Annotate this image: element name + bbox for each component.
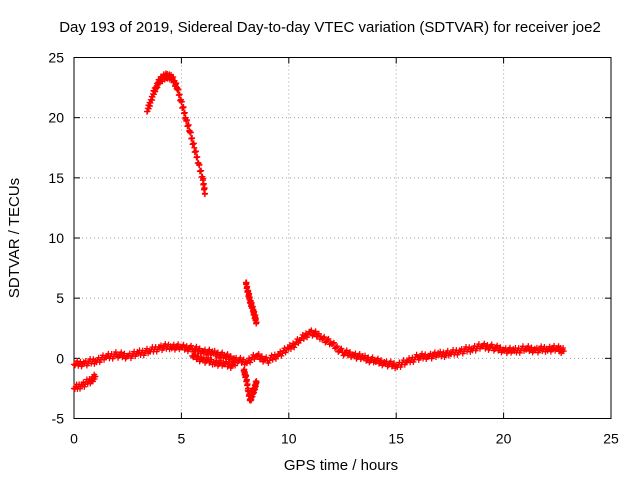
x-tick-label: 15 [388,431,404,447]
data-point-fill [297,337,304,344]
data-point-fill [170,74,177,81]
data-point-fill [219,349,226,356]
data-point-fill [334,343,341,350]
data-point-fill [387,358,394,365]
data-point-fill [321,333,328,340]
data-point-fill [231,359,238,366]
data-point-fill [218,357,225,364]
data-point-fill [178,98,185,105]
data-point-fill [192,351,199,358]
x-tick-label: 25 [603,431,619,447]
data-point-fill [255,351,262,358]
data-point-fill [481,340,488,347]
data-point-fill [333,344,340,351]
chart-title: Day 193 of 2019, Sidereal Day-to-day VTE… [59,19,601,36]
axis-ticks: 0 5 10 15 20 25 -5 0 5 10 15 20 25 [48,50,619,447]
data-point-fill [211,347,218,354]
data-point-fill [320,335,327,342]
data-point-fill [304,334,311,341]
data-point [92,373,99,380]
y-tick-label: 5 [56,290,64,306]
data-point-fill [343,347,350,354]
data-point-fill [528,344,535,351]
y-axis-label: SDTVAR / TECUs [6,178,23,298]
data-point [232,362,239,369]
data-point-fill [175,86,182,93]
y-tick-label: 25 [48,50,64,66]
data-point-fill [205,354,212,361]
plot-frame [73,57,612,419]
data-point-fill [291,344,298,351]
data-point-fill [180,103,187,110]
data-point-fill [196,161,203,168]
data-point-fill [369,354,376,361]
data-point-fill [183,117,190,124]
y-tick-label: 0 [56,350,64,366]
data-point-fill [193,148,200,155]
data-point-fill [227,353,234,360]
data-point-fill [347,349,354,356]
data-point-fill [173,80,180,87]
data-point-fill [378,357,385,364]
data-point [202,190,209,197]
data-point-fill [187,129,194,136]
data-point-fill [362,352,369,359]
data-point-fill [488,341,495,348]
x-tick-label: 20 [496,431,512,447]
data-point-fill [507,344,514,351]
data-point-fill [312,328,319,335]
data-point-fill [188,342,195,349]
data-point [253,319,260,326]
data-point-fill [324,337,331,344]
y-tick-label: 20 [48,110,64,126]
x-tick-label: 5 [178,431,186,447]
data-point-fill [193,343,200,350]
data-point-fill [196,345,203,352]
data-point-fill [494,342,501,349]
grid [74,57,611,419]
data-point-fill [189,135,196,142]
data-point-fill [176,91,183,98]
data-point-fill [224,351,231,358]
data-point [253,379,260,386]
data-point-fill [300,335,307,342]
x-axis-label: GPS time / hours [284,457,398,474]
data-point-fill [237,354,244,361]
data-point [560,348,567,355]
data-point-fill [356,351,363,358]
data-point-fill [118,349,125,356]
data-point-fill [338,345,345,352]
data-markers [71,70,567,404]
data-point-fill [292,341,299,348]
data-point-fill [198,167,205,174]
x-tick-label: 0 [70,431,78,447]
data-point-fill [287,345,294,352]
data-point-fill [194,153,201,160]
data-point-fill [195,353,202,360]
data-point-fill [329,340,336,347]
data-point-fill [121,350,128,357]
data-point-fill [497,344,504,351]
data-point-fill [330,339,337,346]
data-point-fill [185,121,192,128]
data-point-fill [201,184,208,191]
data-point-fill [180,341,187,348]
y-tick-label: -5 [52,411,65,427]
data-point-fill [223,358,230,365]
data-point-fill [181,109,188,116]
data-point-fill [308,327,315,334]
data-point-fill [374,355,381,362]
y-tick-label: 10 [48,230,64,246]
data-point-fill [525,343,532,350]
data-point-fill [175,341,182,348]
x-tick-label: 10 [281,431,297,447]
data-point-fill [325,335,332,342]
data-point [103,354,110,361]
data-point-fill [206,346,213,353]
y-tick-label: 15 [48,170,64,186]
data-point-fill [258,353,265,360]
